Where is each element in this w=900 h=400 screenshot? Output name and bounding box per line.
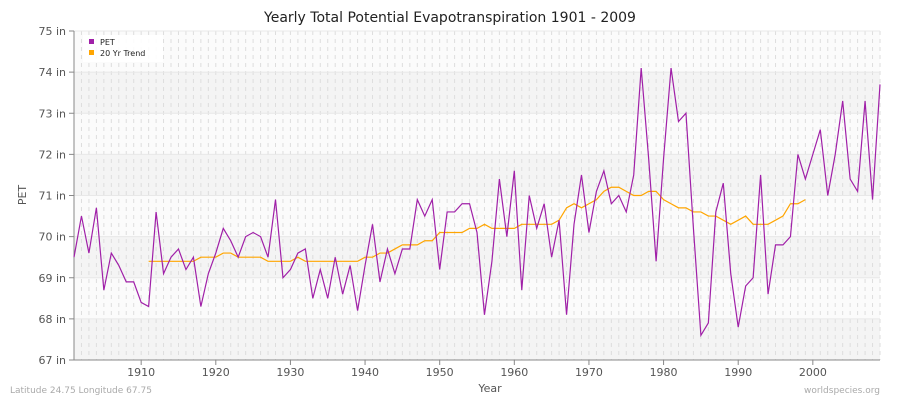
y-tick-label: 70 in	[38, 231, 66, 244]
y-tick-label: 74 in	[38, 66, 66, 79]
x-tick-label: 1990	[724, 366, 752, 379]
y-tick-label: 68 in	[38, 313, 66, 326]
chart-title: Yearly Total Potential Evapotranspiratio…	[263, 10, 636, 26]
x-tick-label: 1950	[426, 366, 454, 379]
legend-swatch-pet	[89, 39, 94, 44]
y-tick-label: 67 in	[38, 354, 66, 367]
y-tick-label: 75 in	[38, 25, 66, 38]
y-tick-label: 72 in	[38, 148, 66, 161]
series-line-trend	[148, 186, 806, 262]
grid-band	[74, 72, 880, 114]
legend-swatch-trend	[89, 50, 94, 55]
footer-source: worldspecies.org	[804, 386, 880, 396]
x-axis-label: Year	[477, 382, 502, 395]
y-axis-label: PET	[16, 185, 29, 206]
legend-label-trend: 20 Yr Trend	[100, 49, 145, 58]
series-line-pet	[73, 67, 881, 338]
x-tick-label: 1970	[575, 366, 603, 379]
x-tick-label: 1960	[500, 366, 528, 379]
x-tick-label: 1920	[202, 366, 230, 379]
x-tick-label: 2000	[799, 366, 827, 379]
x-tick-label: 1910	[127, 366, 155, 379]
y-tick-label: 69 in	[38, 272, 66, 285]
legend-label-pet: PET	[100, 38, 115, 47]
legend: PET 20 Yr Trend	[83, 35, 163, 62]
x-tick-label: 1980	[650, 366, 678, 379]
y-tick-label: 71 in	[38, 190, 66, 203]
x-tick-label: 1940	[351, 366, 379, 379]
x-tick-label: 1930	[276, 366, 304, 379]
footer-location: Latitude 24.75 Longitude 67.75	[10, 386, 152, 396]
y-tick-label: 73 in	[38, 107, 66, 120]
